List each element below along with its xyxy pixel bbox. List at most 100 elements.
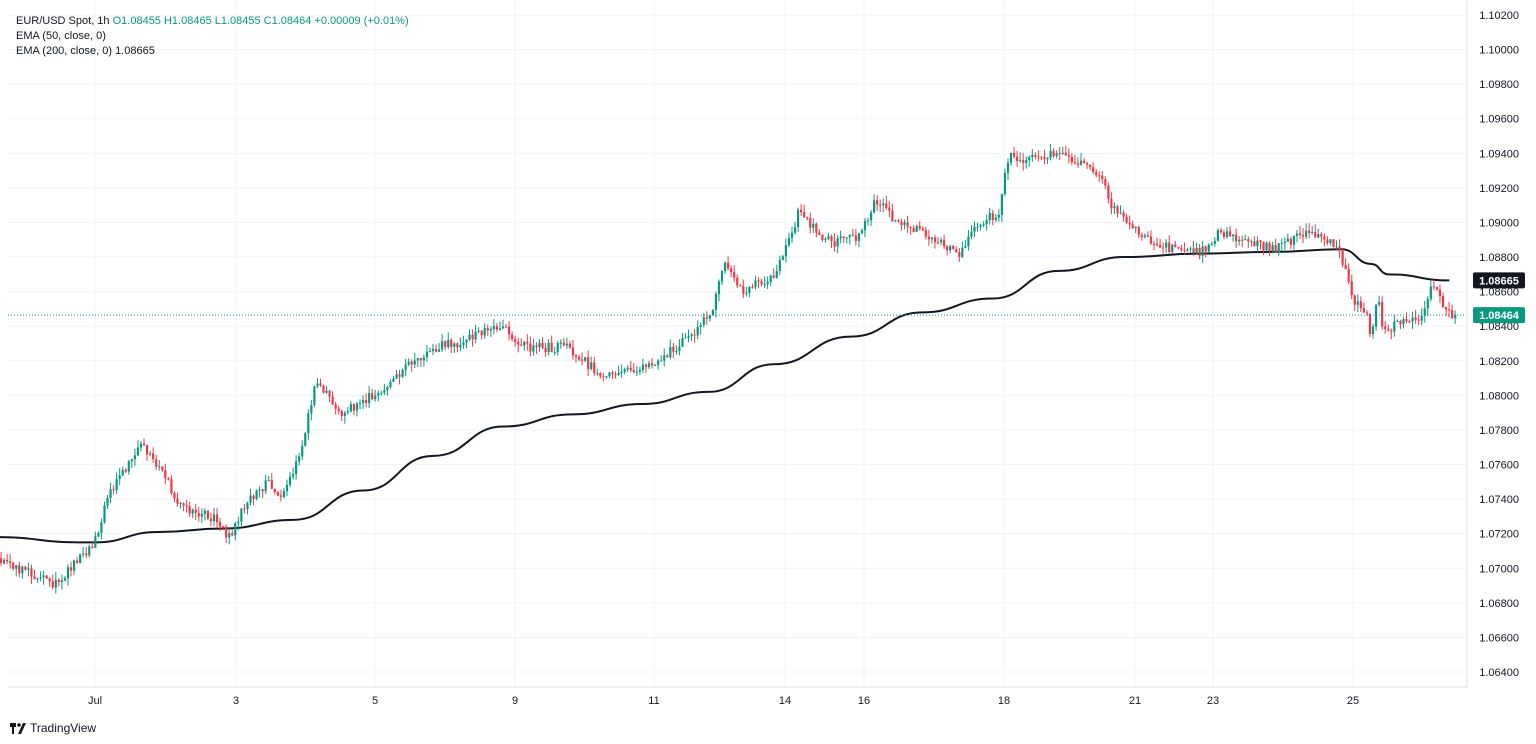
candle-body	[176, 498, 179, 504]
candle-body	[1149, 236, 1153, 244]
candle-body	[1295, 233, 1299, 236]
ema-200-path	[0, 248, 1450, 544]
candle-body	[793, 227, 797, 233]
candle-body	[1119, 212, 1122, 214]
candle-body	[1359, 301, 1362, 309]
candle-body	[252, 495, 255, 499]
candle-body	[1067, 155, 1070, 157]
candle-body	[395, 374, 398, 379]
candle-body	[1253, 241, 1256, 247]
candle-body	[215, 514, 219, 523]
candle-body	[331, 396, 334, 405]
candle-body	[577, 356, 581, 360]
candle-body	[234, 523, 237, 536]
candle-body	[285, 484, 289, 492]
candle-body	[669, 346, 672, 358]
candle-body	[48, 578, 51, 582]
price-tick-label: 1.10200	[1479, 10, 1519, 22]
candle-body	[1423, 308, 1426, 316]
candle-body	[1195, 247, 1198, 253]
candle-body	[1110, 198, 1113, 209]
candle-body	[1189, 248, 1192, 250]
price-tick-label: 1.10000	[1479, 45, 1519, 57]
candle-body	[1350, 281, 1353, 296]
candle-body	[772, 275, 775, 278]
candle-body	[340, 411, 343, 416]
candle-body	[1301, 235, 1305, 237]
candle-body	[291, 474, 295, 477]
candle-body	[1046, 157, 1049, 160]
candle-body	[422, 357, 425, 361]
candle-body	[1332, 239, 1335, 248]
candle-body	[860, 230, 864, 234]
candle-body	[760, 281, 763, 285]
candle-body	[334, 404, 337, 409]
candle-body	[1155, 243, 1159, 246]
candle-body	[644, 364, 648, 368]
candle-body	[371, 393, 374, 400]
candle-body	[1399, 321, 1402, 325]
candle-body	[1308, 230, 1311, 233]
candle-body	[869, 212, 873, 221]
legend-symbol[interactable]: EUR/USD Spot, 1h	[16, 15, 110, 27]
tradingview-logo[interactable]: TradingView	[10, 721, 96, 735]
price-tick-label: 1.09600	[1479, 114, 1519, 126]
time-tick-label: 5	[372, 695, 378, 707]
candle-body	[483, 328, 486, 336]
candle-body	[812, 223, 815, 228]
candle-body	[897, 220, 900, 222]
candle-body	[383, 390, 386, 393]
legend-ema200-label: EMA (200, close, 0)	[16, 45, 112, 57]
brand-name: TradingView	[30, 721, 97, 735]
candle-body	[942, 239, 946, 247]
candle-body	[240, 508, 243, 522]
candle-body	[209, 518, 213, 522]
candle-body	[1368, 313, 1372, 334]
candle-body	[416, 358, 419, 361]
candle-body	[553, 351, 556, 353]
candle-body	[1429, 286, 1432, 300]
price-tick-label: 1.09800	[1479, 79, 1519, 91]
legend-ema200-row[interactable]: EMA (200, close, 0) 1.08665	[16, 44, 409, 59]
time-axis[interactable]: Jul 3 5 9 11 14 16 18 21 23 25	[88, 695, 1359, 707]
legend-ema50-row[interactable]: EMA (50, close, 0)	[16, 29, 409, 44]
candle-body	[696, 326, 699, 336]
candle-body	[228, 533, 231, 538]
candle-body	[1000, 193, 1003, 215]
candle-body	[1411, 317, 1414, 322]
candle-body	[79, 554, 82, 563]
candle-body	[1356, 301, 1359, 305]
candle-body	[441, 341, 444, 350]
candle-body	[939, 239, 943, 243]
candle-body	[1049, 151, 1052, 158]
candle-body	[1022, 160, 1025, 163]
candle-body	[532, 345, 535, 352]
chart-grid	[8, 0, 1466, 687]
candle-body	[824, 238, 827, 241]
candle-body	[1073, 162, 1077, 164]
candle-body	[973, 226, 976, 232]
candle-body	[1256, 240, 1259, 247]
candle-body	[507, 326, 511, 335]
candle-body	[717, 281, 721, 295]
time-tick-label: 3	[233, 695, 239, 707]
candle-body	[912, 228, 915, 232]
price-axis-labels: 1.08665 1.08464	[1473, 272, 1525, 324]
candle-body	[647, 363, 651, 368]
price-axis[interactable]: 1.10200 1.10000 1.09800 1.09600 1.09400 1.092…	[1479, 10, 1519, 679]
candle-body	[1338, 246, 1341, 251]
candle-body	[1146, 235, 1150, 237]
candle-body	[477, 330, 480, 332]
candle-body	[82, 553, 85, 555]
candle-body	[1441, 296, 1445, 308]
candle-body	[450, 339, 453, 347]
price-tick-label: 1.07200	[1479, 529, 1519, 541]
candle-body	[699, 324, 702, 327]
candle-body	[453, 343, 456, 347]
candle-body	[279, 495, 283, 497]
candle-body	[1235, 234, 1238, 242]
candle-body	[206, 510, 210, 519]
candle-body	[1183, 249, 1186, 251]
candle-body	[9, 561, 12, 563]
